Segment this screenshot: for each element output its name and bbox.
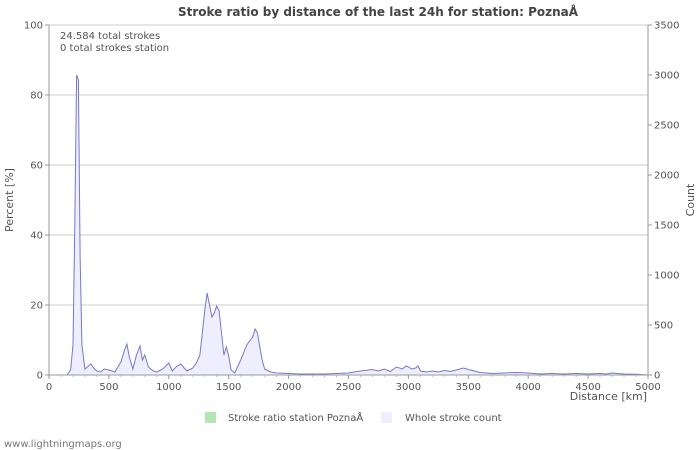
y-left-tick-label: 40 xyxy=(30,231,43,242)
y-left-tick-label: 0 xyxy=(37,371,43,382)
x-tick-label: 4500 xyxy=(575,382,600,393)
ticks: 0204060801000500100015002000250030003500… xyxy=(24,21,680,394)
x-tick-label: 4000 xyxy=(515,382,540,393)
x-tick-label: 0 xyxy=(46,382,52,393)
annotation-total-strokes: 24.584 total strokes xyxy=(60,31,160,42)
x-tick-label: 1000 xyxy=(156,382,181,393)
x-tick-label: 1500 xyxy=(216,382,241,393)
y-left-tick-label: 60 xyxy=(30,161,43,172)
grid-lines xyxy=(49,24,648,306)
series-whole-stroke-count-line xyxy=(66,74,649,376)
legend-label-whole-count: Whole stroke count xyxy=(405,413,502,424)
y-right-tick-label: 3500 xyxy=(654,21,679,32)
y-right-tick-label: 500 xyxy=(654,321,673,332)
x-tick-label: 3500 xyxy=(456,382,481,393)
y-left-tick-label: 80 xyxy=(30,91,43,102)
y-right-tick-label: 1500 xyxy=(654,221,679,232)
x-tick-label: 5000 xyxy=(635,382,660,393)
y-right-tick-label: 2500 xyxy=(654,121,679,132)
legend-swatch-station-ratio xyxy=(205,412,216,423)
series-whole-stroke-count-area xyxy=(66,75,649,375)
plot-area xyxy=(66,74,649,376)
y-right-tick-label: 3000 xyxy=(654,71,679,82)
y-right-tick-label: 0 xyxy=(654,371,660,382)
x-axis-label: Distance [km] xyxy=(570,390,647,403)
x-tick-label: 2500 xyxy=(336,382,361,393)
annotation-station-strokes: 0 total strokes station xyxy=(60,43,169,54)
chart-title: Stroke ratio by distance of the last 24h… xyxy=(178,4,579,19)
y-right-tick-label: 1000 xyxy=(654,271,679,282)
y-right-tick-label: 2000 xyxy=(654,171,679,182)
footer-site-link[interactable]: www.lightningmaps.org xyxy=(4,439,122,450)
y-axis-left-label: Percent [%] xyxy=(3,168,16,232)
legend-label-station-ratio: Stroke ratio station PoznaÅ xyxy=(228,411,363,424)
x-tick-label: 2000 xyxy=(276,382,301,393)
y-axis-right-label: Count xyxy=(684,183,697,216)
legend-swatch-whole-count xyxy=(381,412,392,423)
y-left-tick-label: 100 xyxy=(24,21,43,32)
x-tick-label: 3000 xyxy=(396,382,421,393)
x-tick-label: 500 xyxy=(99,382,118,393)
y-left-tick-label: 20 xyxy=(30,301,43,312)
